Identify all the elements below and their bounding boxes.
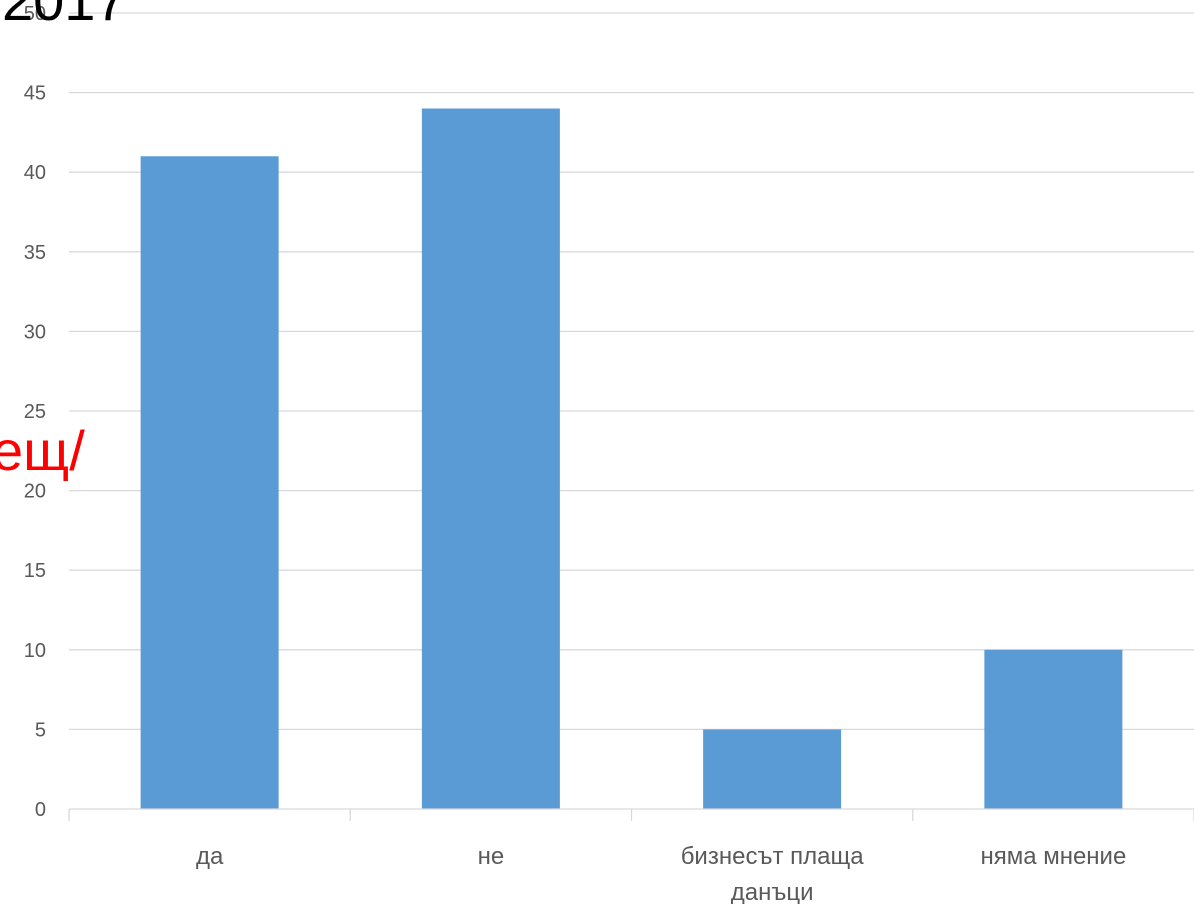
y-axis-tick-labels: 0 5 10 15 20 25 30 35 40 45 50 (24, 3, 46, 821)
y-tick-label: 20 (24, 481, 46, 503)
x-category-label: бизнесът плаща (681, 843, 865, 870)
y-tick-label: 10 (24, 640, 46, 662)
x-category-label: да (196, 843, 224, 870)
overlay-left-fragment: ещ/ (0, 419, 85, 482)
bar (421, 108, 560, 809)
y-tick-label: 5 (35, 719, 46, 741)
x-category-label: няма мнение (980, 843, 1126, 870)
x-axis-category-labels: да не бизнесът плаща данъци няма мнение (196, 843, 1126, 906)
y-tick-label: 30 (24, 321, 46, 343)
y-tick-label: 0 (35, 799, 46, 821)
x-category-label: данъци (731, 879, 814, 904)
y-tick-label: 25 (24, 401, 46, 423)
y-tick-label: 15 (24, 560, 46, 582)
bar (984, 649, 1123, 809)
y-tick-label: 40 (24, 162, 46, 184)
x-category-label: не (478, 843, 505, 870)
bar (703, 729, 842, 809)
bar (140, 156, 279, 809)
bars (140, 108, 1123, 809)
overlay-title-fragment: 2017 (2, 0, 127, 32)
x-axis (68, 808, 1194, 821)
y-tick-label: 35 (24, 242, 46, 264)
y-tick-label: 50 (24, 3, 46, 25)
y-tick-label: 45 (24, 83, 46, 105)
